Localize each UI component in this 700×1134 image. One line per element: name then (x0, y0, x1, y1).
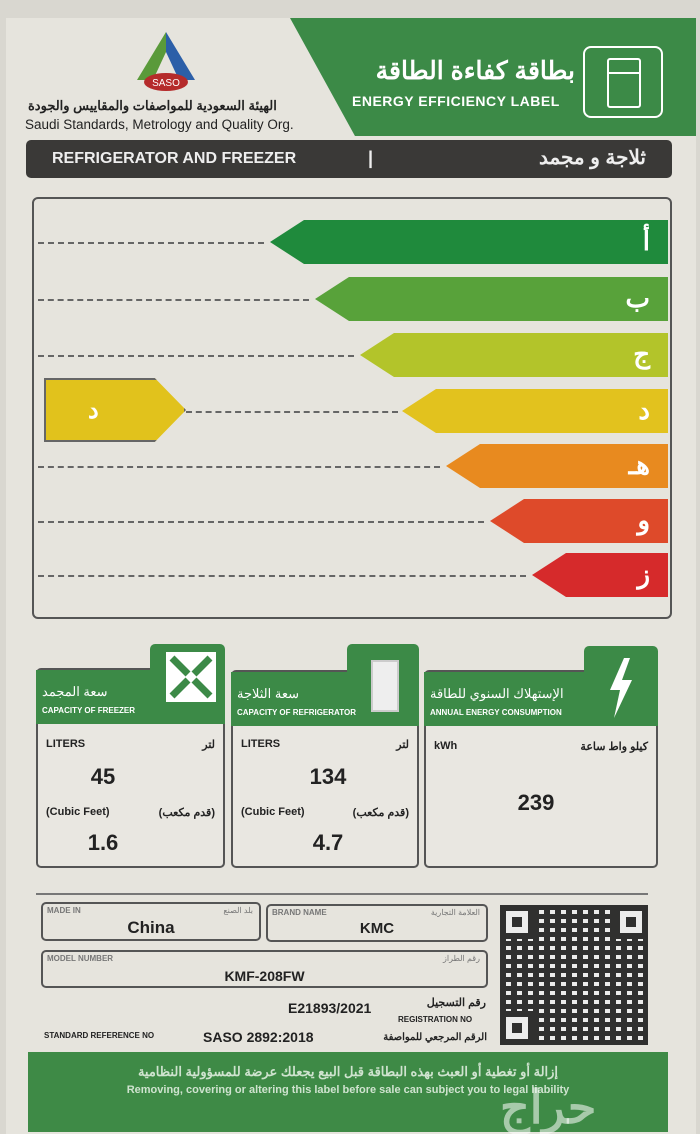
efficiency-class-bar: و (490, 499, 668, 543)
cubic-feet-label: (Cubic Feet) (46, 806, 110, 818)
made-in-field: MADE IN بلد الصنع China (41, 902, 261, 941)
made-in-value: China (127, 918, 175, 937)
model-label: MODEL NUMBER (47, 954, 114, 963)
liters-label: LITERS (241, 738, 281, 750)
registration-label: REGISTRATION NO (398, 1015, 473, 1024)
freezer-capacity-box: سعة المجمد CAPACITY OF FREEZER LITERS لت… (36, 644, 225, 868)
liters-label-arabic: لتر (396, 739, 409, 751)
rating-indicator: د (44, 378, 186, 442)
label-title-english: ENERGY EFFICIENCY LABEL (352, 93, 560, 109)
refrigerator-title-arabic: سعة الثلاجة (237, 686, 300, 701)
scale-guide-line (186, 411, 398, 413)
refrigerator-capacity-box: سعة الثلاجة CAPACITY OF REFRIGERATOR LIT… (231, 644, 419, 868)
refrigerator-title-english: CAPACITY OF REFRIGERATOR (237, 708, 356, 717)
freezer-title-english: CAPACITY OF FREEZER (42, 706, 136, 715)
freezer-cubic-feet-value: 1.6 (87, 830, 119, 855)
annual-energy-value: 239 (517, 790, 555, 815)
efficiency-class-bar: ب (315, 277, 668, 321)
appliance-type-english: REFRIGERATOR AND FREEZER (52, 150, 297, 167)
registration-label-arabic: رقم التسجيل (426, 997, 486, 1009)
brand-name-field: BRAND NAME العلامة التجارية KMC (266, 904, 488, 942)
warning-english: Removing, covering or altering this labe… (126, 1084, 570, 1096)
made-in-label-arabic: بلد الصنع (223, 906, 253, 915)
org-name-arabic: الهيئة السعودية للمواصفات والمقاييس والج… (28, 98, 277, 113)
lightning-icon (610, 658, 632, 718)
appliance-type-bar: REFRIGERATOR AND FREEZER | ثلاجة و مجمد (26, 140, 672, 178)
brand-label-arabic: العلامة التجارية (430, 908, 480, 917)
cubic-feet-label: (Cubic Feet) (241, 806, 305, 818)
scale-guide-line (38, 299, 309, 301)
scale-guide-line (38, 355, 354, 357)
kwh-label-arabic: كيلو واط ساعة (580, 741, 648, 753)
label-title-arabic: بطاقة كفاءة الطاقة (375, 57, 575, 85)
standard-reference-label-arabic: الرقم المرجعي للمواصفة (383, 1032, 487, 1043)
scale-guide-line (38, 521, 484, 523)
cubic-feet-label-arabic: (قدم مكعب) (352, 807, 409, 819)
scale-guide-line (38, 575, 526, 577)
cubic-feet-label-arabic: (قدم مكعب) (158, 807, 215, 819)
milk-carton-icon (371, 660, 399, 712)
brand-value: KMC (359, 920, 395, 937)
scale-guide-line (38, 242, 264, 244)
qr-code[interactable] (500, 905, 648, 1045)
standard-reference-label: STANDARD REFERENCE NO (44, 1031, 155, 1040)
kwh-label: kWh (434, 740, 458, 752)
freezer-title-arabic: سعة المجمد (42, 684, 108, 699)
freezer-liters-value: 45 (90, 764, 116, 789)
efficiency-class-bar: هـ (446, 444, 668, 488)
registration-number: E21893/2021 (288, 1000, 372, 1016)
appliance-type-arabic: ثلاجة و مجمد (538, 147, 646, 169)
efficiency-class-bar: أ (270, 220, 668, 264)
model-value: KMF-208FW (224, 968, 305, 984)
energy-title-arabic: الإستهلاك السنوي للطاقة (430, 686, 564, 701)
scale-guide-line (38, 466, 440, 468)
liters-label-arabic: لتر (202, 739, 215, 751)
energy-consumption-box: الإستهلاك السنوي للطاقة ANNUAL ENERGY CO… (424, 646, 658, 868)
refrigerator-icon (583, 46, 663, 118)
legal-warning-footer: إزالة أو تغطية أو العبث بهذه البطاقة قبل… (28, 1052, 668, 1132)
made-in-label: MADE IN (47, 906, 81, 915)
standard-reference-value: SASO 2892:2018 (203, 1029, 314, 1045)
brand-label: BRAND NAME (272, 908, 327, 917)
efficiency-class-bar: د (402, 389, 668, 433)
refrigerator-cubic-feet-value: 4.7 (312, 830, 344, 855)
efficiency-scale (32, 197, 672, 619)
refrigerator-liters-value: 134 (309, 764, 347, 789)
energy-title-english: ANNUAL ENERGY CONSUMPTION (430, 708, 562, 717)
org-name-english: Saudi Standards, Metrology and Quality O… (25, 117, 294, 132)
divider (36, 893, 648, 895)
separator: | (368, 148, 374, 168)
expand-arrows-icon (166, 652, 216, 702)
liters-label: LITERS (46, 738, 86, 750)
saso-logo: SASO (137, 32, 195, 91)
watermark-logo: حراج (500, 1081, 597, 1133)
warning-arabic: إزالة أو تغطية أو العبث بهذه البطاقة قبل… (137, 1064, 559, 1079)
efficiency-class-bar: ج (360, 333, 668, 377)
svg-text:SASO: SASO (152, 78, 180, 89)
model-number-field: MODEL NUMBER رقم الطراز KMF-208FW (41, 950, 488, 988)
model-label-arabic: رقم الطراز (443, 954, 480, 963)
